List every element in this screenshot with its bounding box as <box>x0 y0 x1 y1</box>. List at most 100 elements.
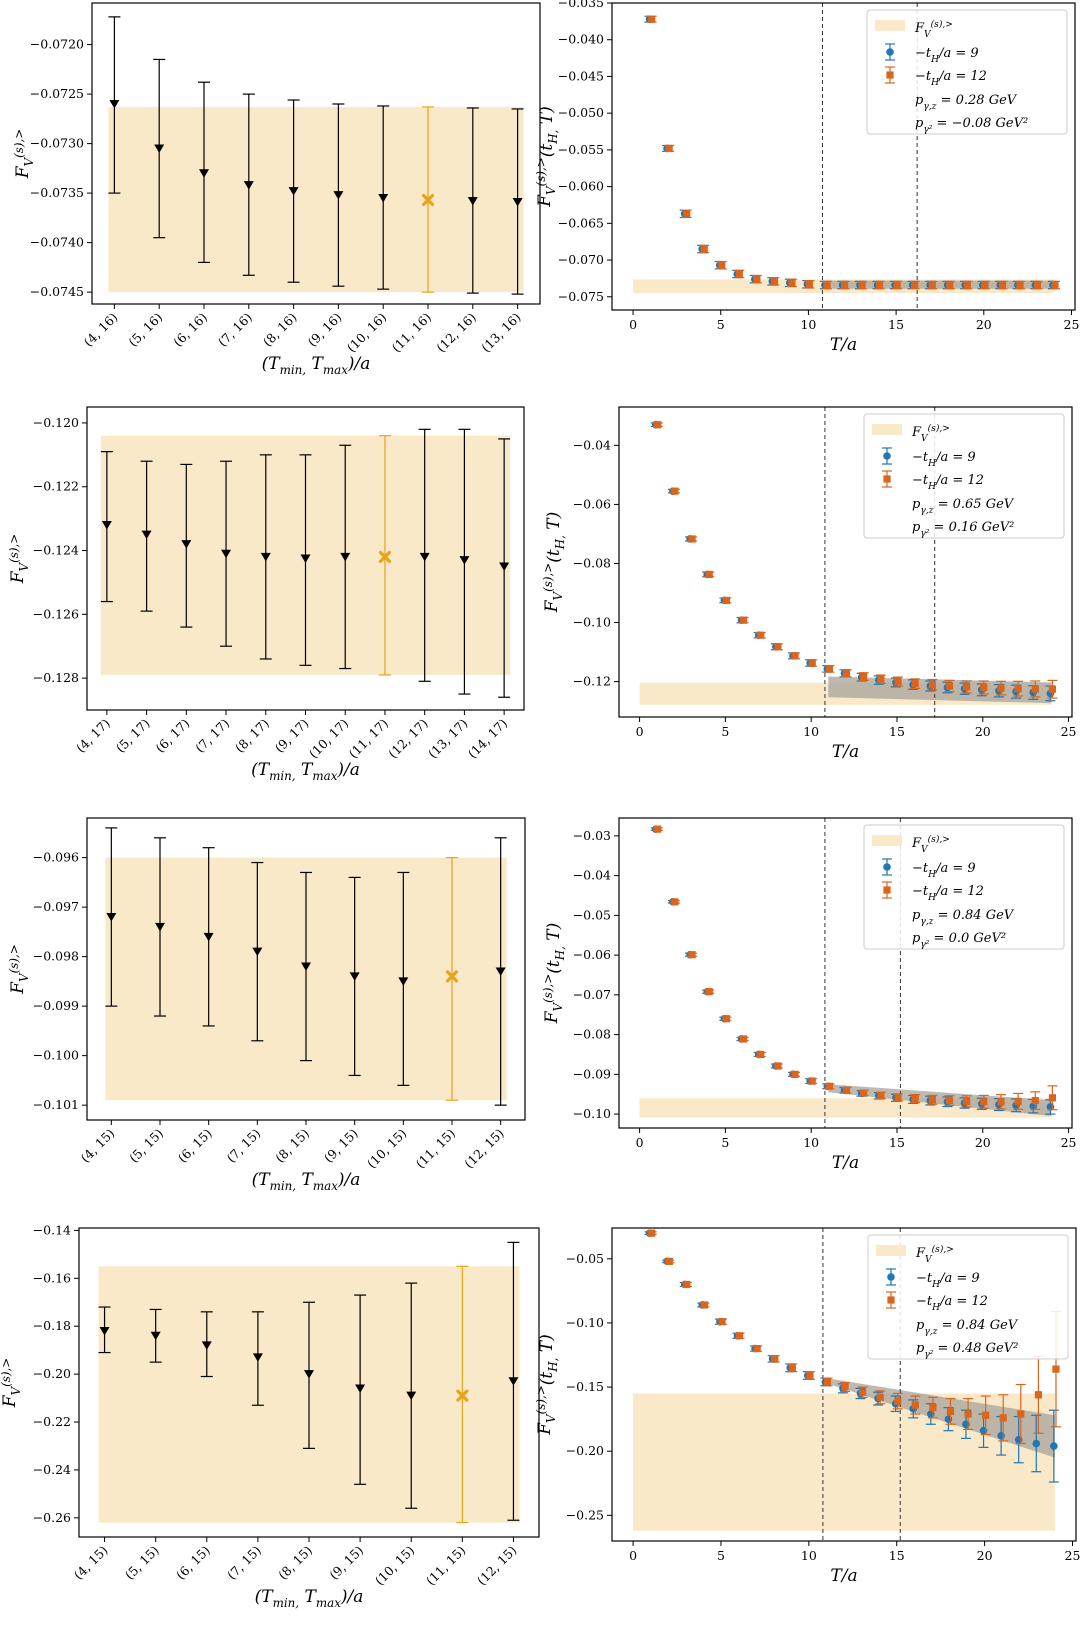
data-point <box>377 105 390 290</box>
y-tick-label: −0.0735 <box>30 185 84 200</box>
data-point <box>200 1311 213 1378</box>
x-tick-label: (11, 15) <box>413 1126 459 1172</box>
y-tick-label: −0.06 <box>573 496 611 511</box>
square-marker <box>928 1096 936 1104</box>
square-marker <box>739 1035 748 1043</box>
series-th12-point <box>840 1381 851 1393</box>
chart-row2-right: 0 5 10 15 20 25 −0.12 −0.10 −0.08 −0.06 −0.04 T/a FV… <box>541 406 1077 762</box>
y-axis-label: FV(s),>(tH, T) <box>534 1334 560 1436</box>
x-tick-label: (9, 15) <box>321 1126 361 1166</box>
y-tick-label: −0.08 <box>573 1027 611 1042</box>
square-marker <box>858 281 866 289</box>
chart-row4-right: 0 5 10 15 20 25 −0.25 −0.20 −0.15 −0.10 −0.05 T/a FV… <box>534 1227 1080 1586</box>
square-marker <box>683 210 691 218</box>
square-marker <box>929 1403 937 1412</box>
square-marker <box>1014 1097 1022 1105</box>
series-th12-point <box>858 672 869 681</box>
series-th12-point <box>1015 1383 1026 1445</box>
triangle-marker <box>252 1353 263 1362</box>
square-marker <box>771 1355 779 1363</box>
triangle-marker <box>155 922 165 932</box>
series-th12-point <box>944 1095 955 1106</box>
legend-series-label: −tH/a = 12 <box>916 1294 988 1313</box>
plot-frame <box>618 406 1073 718</box>
square-marker <box>735 270 743 278</box>
legend-band-label: FV(s),> <box>911 423 950 444</box>
y-tick-label: −0.07 <box>573 987 611 1002</box>
square-marker <box>722 1015 731 1023</box>
x-tick-label: 15 <box>889 724 905 739</box>
series-th12-point <box>962 280 973 290</box>
x-tick-label: 10 <box>801 1548 817 1563</box>
square-marker <box>722 596 731 604</box>
x-tick-label: (11, 17) <box>345 716 391 762</box>
triangle-marker <box>499 562 510 571</box>
data-point <box>251 861 264 1042</box>
x-tick-label: 25 <box>1061 724 1077 739</box>
x-tick-label: 0 <box>636 1135 644 1150</box>
chart-row4-left: −0.26 −0.24 −0.22 −0.20 −0.18 −0.16 −0.14 (4, 1… <box>0 1222 540 1610</box>
legend-box <box>867 1234 1069 1360</box>
series-th12-point <box>979 280 990 290</box>
legend: FV(s),> −tH/a = 9 −tH/a = 12 pγ,z = 0.28 Ge… <box>866 9 1068 135</box>
series-th12-point <box>978 680 989 695</box>
series-th12-point <box>804 280 815 289</box>
square-marker <box>718 1318 726 1326</box>
series-th12-point <box>786 278 797 288</box>
data-point <box>149 1308 162 1363</box>
series-th12-point <box>1014 280 1025 290</box>
square-marker <box>945 1096 954 1105</box>
series-th12-point <box>646 1229 657 1237</box>
plot-frame <box>611 1227 1077 1542</box>
y-tick-label: −0.25 <box>566 1507 604 1522</box>
data-point <box>202 847 215 1027</box>
x-tick-label: 10 <box>803 724 819 739</box>
legend: FV(s),> −tH/a = 9 −tH/a = 12 pγ,z = 0.84 Ge… <box>863 824 1065 950</box>
y-tick-label: −0.04 <box>573 868 611 883</box>
triangle-marker <box>252 947 263 957</box>
triangle-marker <box>378 194 389 203</box>
legend-momentum: pγ,z = 0.28 GeV <box>915 93 1018 112</box>
square-marker <box>791 652 799 660</box>
square-marker <box>665 1257 673 1265</box>
square-marker <box>963 683 971 691</box>
series-th12-point <box>927 280 938 290</box>
series-th12-point <box>772 643 783 651</box>
legend-series-label: −tH/a = 12 <box>912 884 984 903</box>
series-th12-point <box>704 988 715 996</box>
series-th12-point <box>772 1062 783 1070</box>
square-marker <box>1052 1365 1060 1373</box>
x-tick-label: (10, 17) <box>306 716 352 762</box>
x-tick-label: 20 <box>975 1135 991 1150</box>
series-th12-point <box>893 676 904 687</box>
triangle-marker <box>349 972 360 981</box>
x-tick-label: 15 <box>889 1548 905 1563</box>
square-marker <box>700 245 708 253</box>
y-tick-label: −0.08 <box>573 555 611 570</box>
series-th12-point <box>841 1086 852 1094</box>
legend-series-label: −tH/a = 9 <box>915 46 979 65</box>
triangle-marker <box>304 1370 314 1379</box>
y-tick-label: −0.065 <box>558 215 604 230</box>
series-th12-point <box>961 1095 972 1108</box>
square-marker <box>774 1062 782 1070</box>
square-marker <box>825 665 833 673</box>
square-marker <box>1016 281 1024 289</box>
square-marker <box>1031 1096 1039 1105</box>
triangle-marker <box>340 552 351 562</box>
legend-momentum: pγ,z = 0.84 GeV <box>912 908 1015 927</box>
x-axis-label: T/a <box>832 1153 859 1173</box>
x-tick-label: (10, 15) <box>364 1126 410 1172</box>
legend-series-label: −tH/a = 12 <box>912 473 984 492</box>
series-th12-point <box>1013 1092 1024 1110</box>
legend-band-swatch <box>875 20 905 31</box>
y-axis-label: FV(s),>(tH, T) <box>534 106 560 208</box>
square-marker <box>739 616 748 624</box>
legend-box <box>863 824 1065 950</box>
square-marker <box>877 1091 885 1100</box>
square-marker <box>964 1410 972 1418</box>
series-th12-point <box>716 260 727 270</box>
series-th12-point <box>687 535 698 543</box>
data-point <box>259 454 272 660</box>
